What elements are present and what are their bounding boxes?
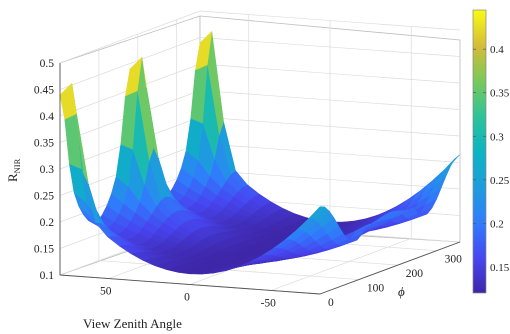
svg-text:RNIR: RNIR bbox=[5, 158, 22, 182]
colorbar: 0.15 0.2 0.25 0.3 0.35 0.4 bbox=[472, 9, 510, 294]
x-gridline bbox=[271, 26, 412, 291]
z-tick-label: 0.4 bbox=[40, 111, 55, 123]
z-tick-label: 0.25 bbox=[34, 191, 54, 203]
z-gridline bbox=[59, 10, 461, 64]
z-axis-label-main: R bbox=[5, 173, 20, 182]
z-tick-label: 0.15 bbox=[34, 244, 54, 256]
colorbar-ticks: 0.15 0.2 0.25 0.3 0.35 0.4 bbox=[473, 44, 510, 274]
y-gridline bbox=[98, 48, 359, 280]
z-tick-label: 0.2 bbox=[40, 217, 55, 229]
z-gridline bbox=[59, 37, 461, 90]
tick-labels: 0.1 0.15 0.2 0.25 0.3 0.35 0.4 0.45 0.5 50 0 -50 0 10… bbox=[34, 58, 462, 309]
colorbar-tick-label: 0.35 bbox=[490, 88, 510, 100]
colorbar-tick-label: 0.4 bbox=[490, 44, 504, 56]
y-tick-label: 200 bbox=[406, 268, 424, 280]
x-tick-label: 50 bbox=[100, 286, 112, 298]
y-tick-label: 300 bbox=[445, 254, 463, 266]
y-axis-line bbox=[319, 241, 461, 295]
z-tick-label: 0.45 bbox=[34, 85, 54, 97]
x-tick-label: -50 bbox=[261, 297, 277, 309]
z-tick-label: 0.5 bbox=[40, 58, 55, 70]
z-axis-label: RNIR bbox=[5, 158, 22, 182]
y-tick-label: 100 bbox=[367, 283, 385, 295]
x-axis-line bbox=[59, 274, 321, 295]
colorbar-gradient bbox=[472, 9, 487, 294]
colorbar-tick-label: 0.15 bbox=[490, 262, 510, 274]
brdf-surface bbox=[59, 30, 461, 275]
z-tick-label: 0.3 bbox=[40, 164, 55, 176]
z-tick-label: 0.35 bbox=[34, 138, 54, 150]
y-axis-label: ϕ bbox=[398, 284, 405, 299]
z-tick-label: 0.1 bbox=[40, 270, 55, 282]
axes bbox=[59, 63, 461, 295]
y-tick-label: 0 bbox=[328, 297, 334, 309]
x-tick-label: 0 bbox=[184, 292, 190, 304]
surface-patch bbox=[59, 82, 77, 120]
colorbar-tick-label: 0.25 bbox=[490, 175, 510, 187]
colorbar-tick-label: 0.3 bbox=[490, 131, 504, 143]
x-axis-label: View Zenith Angle bbox=[83, 316, 182, 331]
z-axis-label-sub: NIR bbox=[12, 158, 22, 173]
colorbar-tick-label: 0.2 bbox=[490, 218, 504, 230]
